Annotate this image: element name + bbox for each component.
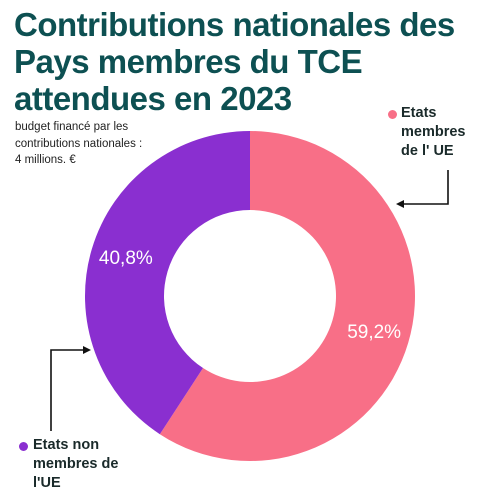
chart-title-line-2: Pays membres du TCE <box>14 43 363 80</box>
legend-non-eu-line-3: l'UE <box>33 475 61 491</box>
legend-label-non-eu: Etats non membres de l'UE <box>33 436 118 493</box>
legend-arrow-eu <box>396 170 449 208</box>
donut-slice-1 <box>159 131 415 461</box>
legend-eu-line-3: de l' UE <box>401 143 454 159</box>
slice-label-2: 40,8% <box>99 248 153 269</box>
legend-dot-non-eu <box>19 442 28 451</box>
legend-label-eu: Etats membres de l' UE <box>401 104 465 161</box>
chart-subtitle: budget financé par les contributions nat… <box>15 119 165 169</box>
donut-slice-2 <box>85 131 250 435</box>
legend-non-eu-line-2: membres de <box>33 456 119 472</box>
legend-non-eu-line-1: Etats non <box>33 437 100 453</box>
legend-dot-eu <box>388 110 397 119</box>
chart-subtitle-line-3: 4 millions. € <box>15 154 76 166</box>
slice-labels: 59,2% 40,8% <box>99 248 401 343</box>
chart-title: Contributions nationales des Pays membre… <box>14 6 494 117</box>
legend-arrow-non-eu <box>50 346 91 431</box>
chart-subtitle-line-2: contributions nationales : <box>15 137 143 150</box>
legend-eu-line-1: Etats <box>401 105 437 121</box>
slice-label-1: 59,2% <box>347 322 401 343</box>
legend-eu-line-2: membres <box>401 124 466 140</box>
chart-subtitle-line-1: budget financé par les <box>15 121 129 133</box>
donut-slices <box>85 131 415 461</box>
chart-title-line-3: attendues en 2023 <box>14 80 292 117</box>
chart-title-line-1: Contributions nationales des <box>14 6 455 43</box>
